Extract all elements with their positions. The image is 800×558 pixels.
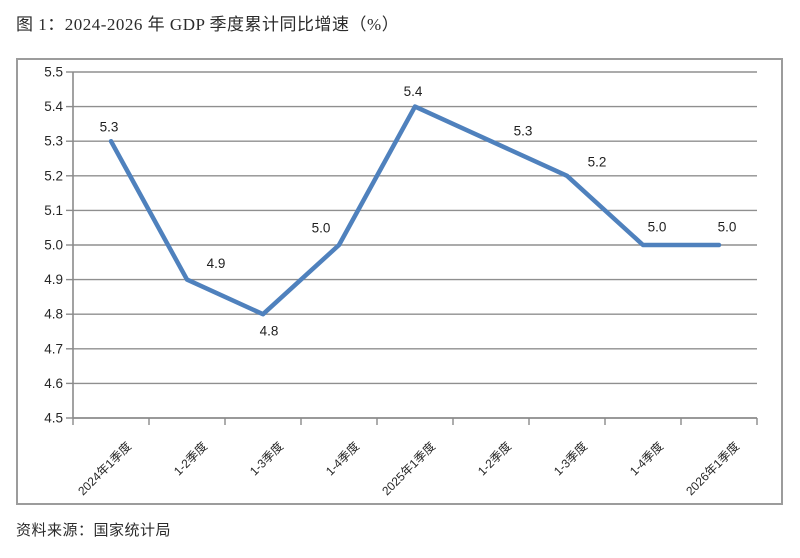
data-point-label: 5.0 [718,220,737,235]
x-axis-category-label: 2025年1季度 [378,439,438,499]
y-axis-tick-label: 4.8 [44,307,63,322]
y-axis-tick-label: 4.9 [44,272,63,287]
y-axis-tick-label: 5.3 [44,134,63,149]
y-axis-tick-label: 4.6 [44,376,63,391]
data-point-label: 5.4 [404,84,423,99]
x-axis-category-label: 1-2季度 [170,439,210,479]
data-point-label: 5.2 [588,154,607,169]
chart-canvas: 5.5 5.4 5.3 5.2 5.1 5.0 4.9 4.8 4.7 4.6 4.5 2024年1季… [44,65,758,499]
source-note: 资料来源：国家统计局 [16,523,172,539]
y-axis-tick-label: 5.0 [44,238,63,253]
data-point-label: 5.3 [514,124,533,139]
y-axis-tick-label: 4.5 [44,411,63,426]
x-axis-category-label: 2026年1季度 [682,439,742,499]
data-point-label: 5.3 [100,120,119,135]
y-axis-tick-label: 5.1 [44,203,63,218]
data-point-label: 5.0 [648,220,667,235]
y-axis-tick-label: 4.7 [44,341,63,356]
x-axis-category-label: 1-3季度 [550,439,590,479]
figure-title: 图 1：2024-2026 年 GDP 季度累计同比增速（%） [16,15,400,34]
y-axis-tick-label: 5.2 [44,168,63,183]
data-point-label: 4.8 [260,324,279,339]
gdp-line-chart: 5.5 5.4 5.3 5.2 5.1 5.0 4.9 4.8 4.7 4.6 4.5 2024年1季… [16,58,783,505]
data-point-label: 5.0 [312,221,331,236]
x-axis-category-label: 2024年1季度 [74,439,134,499]
x-axis-category-label: 1-4季度 [626,439,666,479]
y-axis-tick-label: 5.5 [44,65,63,80]
y-axis-tick-label: 5.4 [44,99,63,114]
data-point-label: 4.9 [207,256,226,271]
x-axis-category-label: 1-2季度 [474,439,514,479]
data-line [108,104,722,317]
x-axis-category-label: 1-3季度 [246,439,286,479]
x-axis-category-label: 1-4季度 [322,439,362,479]
